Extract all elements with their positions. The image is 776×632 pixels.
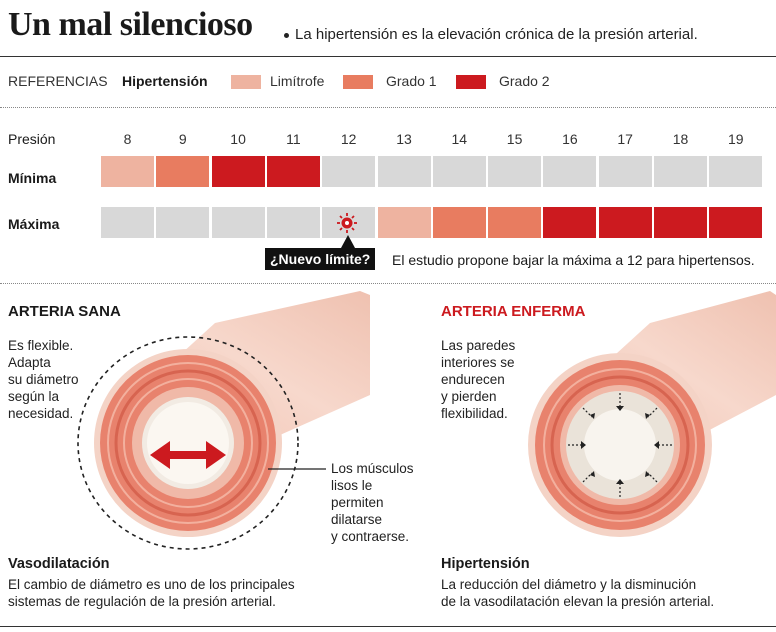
legend-swatch-limitrofe bbox=[231, 75, 261, 89]
sick-caption: La reducción del diámetro y la disminuci… bbox=[441, 576, 714, 610]
row-label-minima: Mínima bbox=[8, 170, 57, 186]
healthy-caption-title: Vasodilatación bbox=[8, 556, 110, 572]
callout-new-limit: ¿Nuevo límite? bbox=[265, 248, 376, 270]
pressure-cell bbox=[211, 156, 265, 187]
pressure-cell bbox=[377, 207, 431, 238]
muscle-note: Los músculos lisos le permiten dilatarse… bbox=[331, 460, 414, 545]
tick-label: 17 bbox=[617, 131, 633, 147]
legend-swatch-grado1 bbox=[343, 75, 373, 89]
callout-note: El estudio propone bajar la máxima a 12 … bbox=[392, 252, 755, 268]
row-label-maxima: Máxima bbox=[8, 216, 60, 232]
legend-label-grado2: Grado 2 bbox=[499, 73, 550, 89]
header-rule bbox=[0, 56, 776, 57]
healthy-desc-line: necesidad. bbox=[8, 406, 74, 421]
pressure-cell bbox=[266, 207, 320, 238]
sick-desc-line: interiores se bbox=[441, 355, 515, 370]
pressure-cell bbox=[543, 207, 597, 238]
legend-label-limitrofe: Limítrofe bbox=[270, 73, 325, 89]
tick-label: 11 bbox=[286, 131, 301, 147]
pressure-cell bbox=[156, 207, 210, 238]
healthy-desc-line: según la bbox=[8, 389, 60, 404]
healthy-artery-illustration bbox=[77, 291, 370, 550]
legend-label: REFERENCIAS bbox=[8, 73, 108, 89]
muscle-note-line: dilatarse bbox=[331, 512, 383, 527]
tick-label: 19 bbox=[728, 131, 744, 147]
healthy-desc-line: Es flexible. bbox=[8, 338, 74, 353]
pressure-marker-icon bbox=[337, 213, 357, 233]
sick-title: ARTERIA ENFERMA bbox=[441, 303, 586, 320]
healthy-caption-line: El cambio de diámetro es uno de los prin… bbox=[8, 577, 295, 592]
sick-desc-line: endurecen bbox=[441, 372, 505, 387]
tick-label: 13 bbox=[396, 131, 412, 147]
muscle-note-line: Los músculos bbox=[331, 461, 414, 476]
sick-desc-line: Las paredes bbox=[441, 338, 516, 353]
page-title: Un mal silencioso bbox=[8, 6, 253, 43]
sick-caption-line: de la vasodilatación elevan la presión a… bbox=[441, 594, 715, 609]
tick-label: 18 bbox=[672, 131, 689, 147]
sick-desc-line: flexibilidad. bbox=[441, 406, 508, 421]
healthy-dashed-outline bbox=[77, 336, 299, 550]
healthy-caption-line: sistemas de regulación de la presión art… bbox=[8, 594, 276, 609]
tick-label: 10 bbox=[230, 131, 246, 147]
pressure-cell bbox=[377, 156, 431, 187]
sick-description: Las paredes interiores se endurecen y pi… bbox=[441, 337, 515, 422]
footer-rule bbox=[0, 626, 776, 627]
muscle-note-line: permiten bbox=[331, 495, 384, 510]
dilation-arrow-icon bbox=[150, 441, 226, 469]
sick-caption-line: La reducción del diámetro y la disminuci… bbox=[441, 577, 697, 592]
pressure-cell bbox=[709, 207, 763, 238]
pressure-cell bbox=[598, 156, 652, 187]
pressure-cell bbox=[266, 156, 320, 187]
healthy-desc-line: su diámetro bbox=[8, 372, 79, 387]
pressure-cell bbox=[488, 156, 542, 187]
pressure-cell bbox=[101, 156, 154, 187]
legend-label-grado1: Grado 1 bbox=[386, 73, 437, 89]
sick-caption-title: Hipertensión bbox=[441, 556, 530, 572]
axis-label-presion: Presión bbox=[8, 131, 56, 147]
tick-label: 12 bbox=[340, 131, 357, 147]
callout-arrow bbox=[341, 235, 355, 248]
sick-artery-illustration bbox=[528, 291, 776, 537]
pressure-cell bbox=[654, 207, 707, 238]
sick-lumen bbox=[584, 409, 656, 481]
table-divider bbox=[0, 283, 776, 284]
pressure-cell bbox=[598, 207, 652, 238]
page-subtitle: La hipertensión es la elevación crónica … bbox=[284, 26, 698, 43]
pressure-cell bbox=[543, 156, 597, 187]
pressure-cell bbox=[211, 207, 265, 238]
pressure-cell bbox=[432, 156, 486, 187]
pressure-cell bbox=[101, 207, 154, 238]
healthy-title: ARTERIA SANA bbox=[8, 303, 121, 320]
pressure-cell bbox=[156, 156, 210, 187]
healthy-caption: El cambio de diámetro es uno de los prin… bbox=[8, 576, 295, 610]
muscle-note-line: y contraerse. bbox=[331, 529, 410, 544]
muscle-note-line: lisos le bbox=[331, 478, 373, 493]
pressure-cell bbox=[654, 156, 707, 187]
pressure-cell bbox=[488, 207, 542, 238]
legend-name: Hipertensión bbox=[122, 73, 208, 89]
compression-arrowheads bbox=[581, 406, 659, 484]
tick-label: 15 bbox=[506, 131, 523, 147]
legend-swatch-grado2 bbox=[456, 75, 486, 89]
subtitle-text: La hipertensión es la elevación crónica … bbox=[295, 26, 698, 43]
pressure-cell bbox=[709, 156, 763, 187]
sick-desc-line: y pierden bbox=[441, 389, 497, 404]
tick-label: 16 bbox=[562, 131, 578, 147]
tick-label: 8 bbox=[123, 131, 132, 147]
tick-label: 14 bbox=[451, 131, 468, 147]
healthy-desc-line: Adapta bbox=[8, 355, 51, 370]
pressure-cell bbox=[432, 207, 486, 238]
legend-divider bbox=[0, 107, 776, 108]
healthy-description: Es flexible. Adapta su diámetro según la… bbox=[8, 337, 79, 422]
pressure-cell bbox=[322, 156, 376, 187]
tick-label: 9 bbox=[178, 131, 187, 147]
bullet-icon bbox=[284, 32, 289, 38]
